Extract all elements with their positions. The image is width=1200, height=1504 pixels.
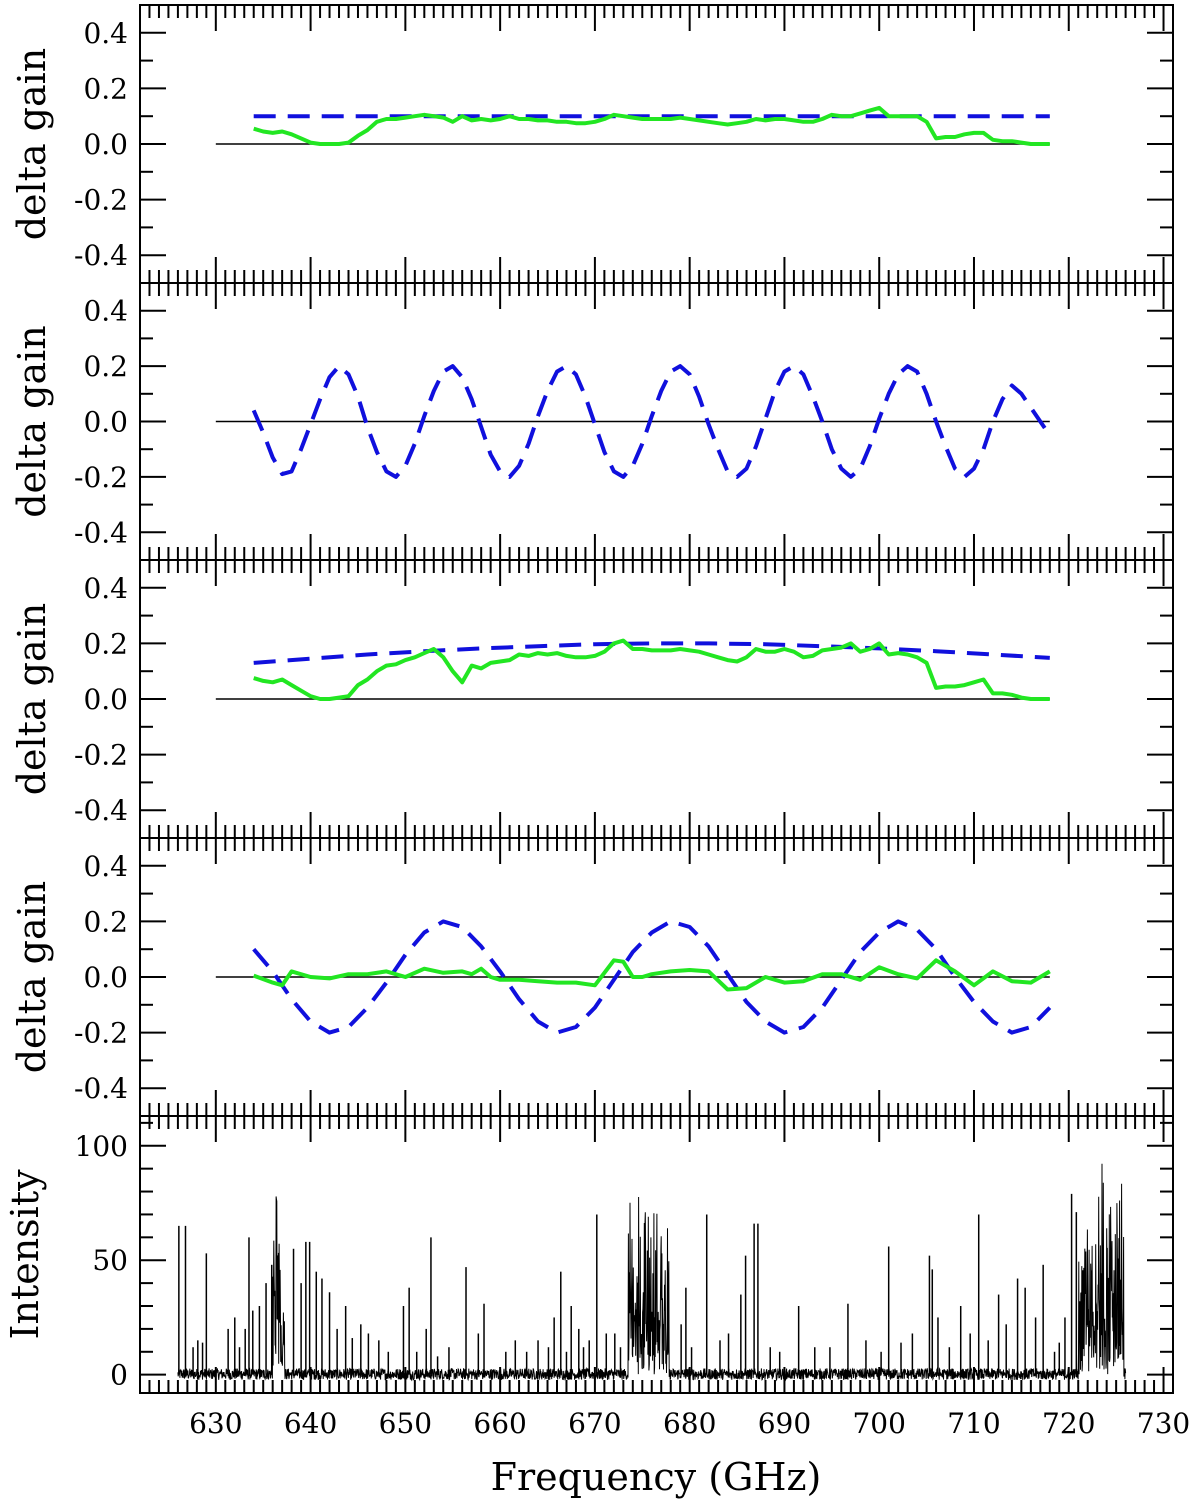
x-tick-label: 660 [473, 1407, 526, 1440]
y-tick-label: -0.2 [74, 739, 128, 772]
y-tick-label: 100 [75, 1130, 128, 1163]
x-tick-label: 700 [852, 1407, 905, 1440]
y-tick-label: -0.2 [74, 461, 128, 494]
x-tick-label: 710 [947, 1407, 1000, 1440]
y-axis-label: Intensity [3, 1169, 47, 1340]
y-tick-label: 0.0 [83, 961, 128, 994]
model-series-line [253, 641, 1050, 665]
x-tick-label: 720 [1042, 1407, 1095, 1440]
panel-2: 0.4 0.2 0.0 -0.2 -0.4 delta gain [10, 282, 1174, 561]
y-tick-label: 0.4 [83, 850, 128, 883]
x-tick-label: 650 [379, 1407, 432, 1440]
y-tick-label: 0.2 [83, 905, 128, 938]
intensity-spectrum-line [177, 1163, 1127, 1382]
x-tick-label: 670 [568, 1407, 621, 1440]
model-series-line [252, 919, 1052, 1035]
y-tick-label: 0.0 [83, 406, 128, 439]
y-tick-label: 0.2 [83, 72, 128, 105]
y-tick-label: 0.2 [83, 627, 128, 660]
measured-series-line [253, 958, 1051, 992]
measured-series-line [253, 105, 1050, 146]
plot-frame [139, 1115, 1174, 1394]
y-axis-label: delta gain [10, 48, 54, 241]
panel-1: 0.4 0.2 0.0 -0.2 -0.4 delta gain [10, 4, 1174, 284]
y-tick-label: 0 [110, 1359, 128, 1392]
y-tick-label: 0.0 [83, 128, 128, 161]
x-axis-label: Frequency (GHz) [491, 1455, 822, 1499]
panel-4: 0.4 0.2 0.0 -0.2 -0.4 delta gain [10, 837, 1174, 1117]
y-tick-label: 0.2 [83, 350, 128, 383]
y-axis-label: delta gain [10, 881, 54, 1074]
y-tick-label: 0.0 [83, 683, 128, 716]
measured-series-line [253, 638, 1050, 701]
y-tick-label: -0.2 [74, 1017, 128, 1050]
y-tick-label: -0.2 [74, 184, 128, 217]
y-axis-label: delta gain [10, 603, 54, 796]
y-tick-label: 50 [92, 1244, 128, 1277]
y-tick-label: 0.4 [83, 295, 128, 328]
model-series-line [251, 364, 1052, 479]
panel-5: 630 640 650 660 670 680 690 700 710 720 730 100 50 0 I… [3, 1115, 1190, 1440]
x-tick-label: 680 [663, 1407, 716, 1440]
x-tick-label: 730 [1137, 1407, 1190, 1440]
x-tick-label: 640 [284, 1407, 337, 1440]
y-tick-label: 0.4 [83, 17, 128, 50]
y-axis-label: delta gain [10, 325, 54, 518]
y-tick-label: -0.4 [74, 794, 128, 827]
y-tick-label: -0.4 [74, 1072, 128, 1105]
x-tick-label: 690 [758, 1407, 811, 1440]
x-tick-label: 630 [189, 1407, 242, 1440]
y-tick-label: -0.4 [74, 516, 128, 549]
panel-3: 0.4 0.2 0.0 -0.2 -0.4 delta gain [10, 559, 1174, 839]
y-tick-label: 0.4 [83, 572, 128, 605]
y-tick-label: -0.4 [74, 239, 128, 272]
